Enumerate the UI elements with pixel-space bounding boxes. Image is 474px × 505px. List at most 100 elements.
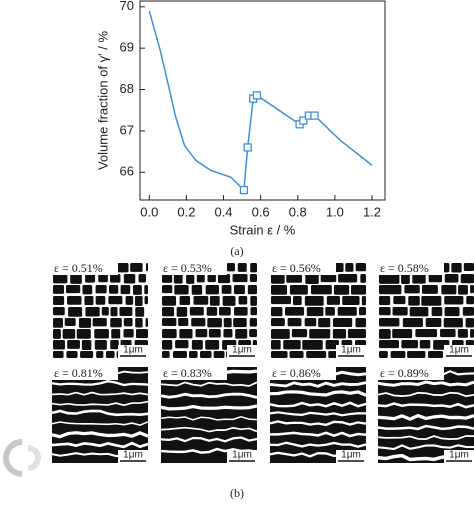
- precipitate: [67, 296, 82, 305]
- precipitate: [310, 285, 332, 295]
- precipitate: [53, 274, 68, 284]
- y-axis-label: Volume fraction of γ' / %: [95, 31, 110, 170]
- precipitate: [466, 296, 474, 305]
- precipitate: [249, 274, 257, 283]
- precipitate: [250, 263, 257, 273]
- precipitate: [200, 351, 212, 358]
- precipitate: [94, 340, 107, 350]
- precipitate: [237, 263, 247, 272]
- label-box: [52, 262, 118, 275]
- precipitate: [145, 263, 148, 272]
- precipitate: [213, 351, 225, 358]
- y-tick-label: 67: [120, 122, 134, 137]
- strain-label: ε = 0.83%: [163, 366, 212, 380]
- strain-label: ε = 0.56%: [272, 261, 321, 275]
- precipitate: [421, 285, 438, 294]
- precipitate: [144, 296, 148, 305]
- precipitate: [444, 307, 460, 317]
- precipitate: [271, 274, 285, 284]
- precipitate: [196, 274, 205, 283]
- precipitate: [66, 351, 78, 358]
- precipitate: [392, 329, 413, 339]
- data-marker: [243, 143, 252, 152]
- precipitate: [402, 318, 423, 328]
- precipitate: [283, 340, 301, 350]
- micrograph: ε = 0.53% 1μm: [161, 261, 257, 358]
- precipitate: [286, 274, 302, 283]
- channel: [269, 431, 367, 438]
- x-tick-label: 0.0: [140, 204, 158, 219]
- precipitate: [119, 307, 133, 316]
- precipitate: [92, 318, 107, 327]
- precipitate: [68, 307, 83, 317]
- precipitate: [287, 318, 302, 327]
- channel: [377, 424, 474, 431]
- precipitate: [94, 329, 109, 339]
- panel-label: (a): [230, 244, 243, 258]
- precipitate: [345, 263, 354, 272]
- scale-box: [444, 345, 474, 358]
- precipitate: [223, 318, 232, 328]
- precipitate: [135, 307, 145, 317]
- channel: [160, 381, 258, 387]
- micrograph: ε = 0.58% 1μm: [378, 261, 474, 358]
- precipitate: [440, 329, 456, 338]
- panel-label: (b): [230, 486, 244, 500]
- precipitate: [408, 296, 420, 306]
- precipitate: [412, 274, 426, 284]
- precipitate: [338, 274, 358, 283]
- precipitate: [355, 263, 366, 272]
- precipitate: [67, 340, 80, 349]
- precipitate: [123, 274, 136, 284]
- precipitate: [318, 318, 331, 328]
- precipitate: [393, 296, 406, 305]
- precipitate: [111, 329, 121, 339]
- precipitate: [337, 307, 357, 316]
- precipitate: [110, 340, 119, 350]
- precipitate: [205, 285, 220, 295]
- precipitate: [342, 296, 360, 306]
- precipitate: [379, 329, 391, 339]
- channel: [269, 401, 367, 408]
- precipitate: [53, 285, 65, 294]
- precipitate: [70, 274, 82, 284]
- scale-box: [444, 450, 474, 463]
- precipitate: [62, 329, 76, 339]
- precipitate: [347, 329, 366, 339]
- precipitate: [271, 307, 283, 317]
- micrograph: ε = 0.81% 1μm: [51, 366, 149, 463]
- channel: [51, 441, 149, 449]
- precipitate: [249, 318, 257, 327]
- precipitate: [53, 329, 61, 339]
- channel: [51, 431, 149, 439]
- channel: [377, 435, 474, 440]
- precipitate: [458, 285, 468, 295]
- precipitate: [271, 318, 285, 327]
- precipitate: [189, 307, 204, 316]
- precipitate: [53, 307, 65, 316]
- y-tick-label: 70: [120, 0, 134, 13]
- plot-frame: [139, 0, 386, 201]
- precipitate: [207, 318, 222, 328]
- x-tick-label: 0.6: [252, 204, 270, 219]
- precipitate: [401, 274, 410, 284]
- strain-label: ε = 0.58%: [380, 261, 429, 275]
- precipitate: [221, 285, 232, 294]
- precipitate: [443, 318, 463, 328]
- scale-bar-label: 1μm: [449, 345, 469, 356]
- precipitate: [444, 296, 464, 305]
- precipitate: [271, 296, 291, 305]
- precipitate: [145, 318, 148, 327]
- precipitate: [110, 318, 122, 328]
- scale-box: [118, 345, 148, 358]
- precipitate: [306, 307, 324, 317]
- label-box: [378, 367, 444, 380]
- precipitate: [306, 351, 327, 358]
- channel: [51, 400, 149, 407]
- channel: [269, 381, 367, 388]
- scale-bar-label: 1μm: [123, 450, 143, 461]
- precipitate: [304, 318, 317, 327]
- channel: [377, 391, 474, 398]
- precipitate: [95, 285, 107, 294]
- precipitate: [108, 285, 119, 294]
